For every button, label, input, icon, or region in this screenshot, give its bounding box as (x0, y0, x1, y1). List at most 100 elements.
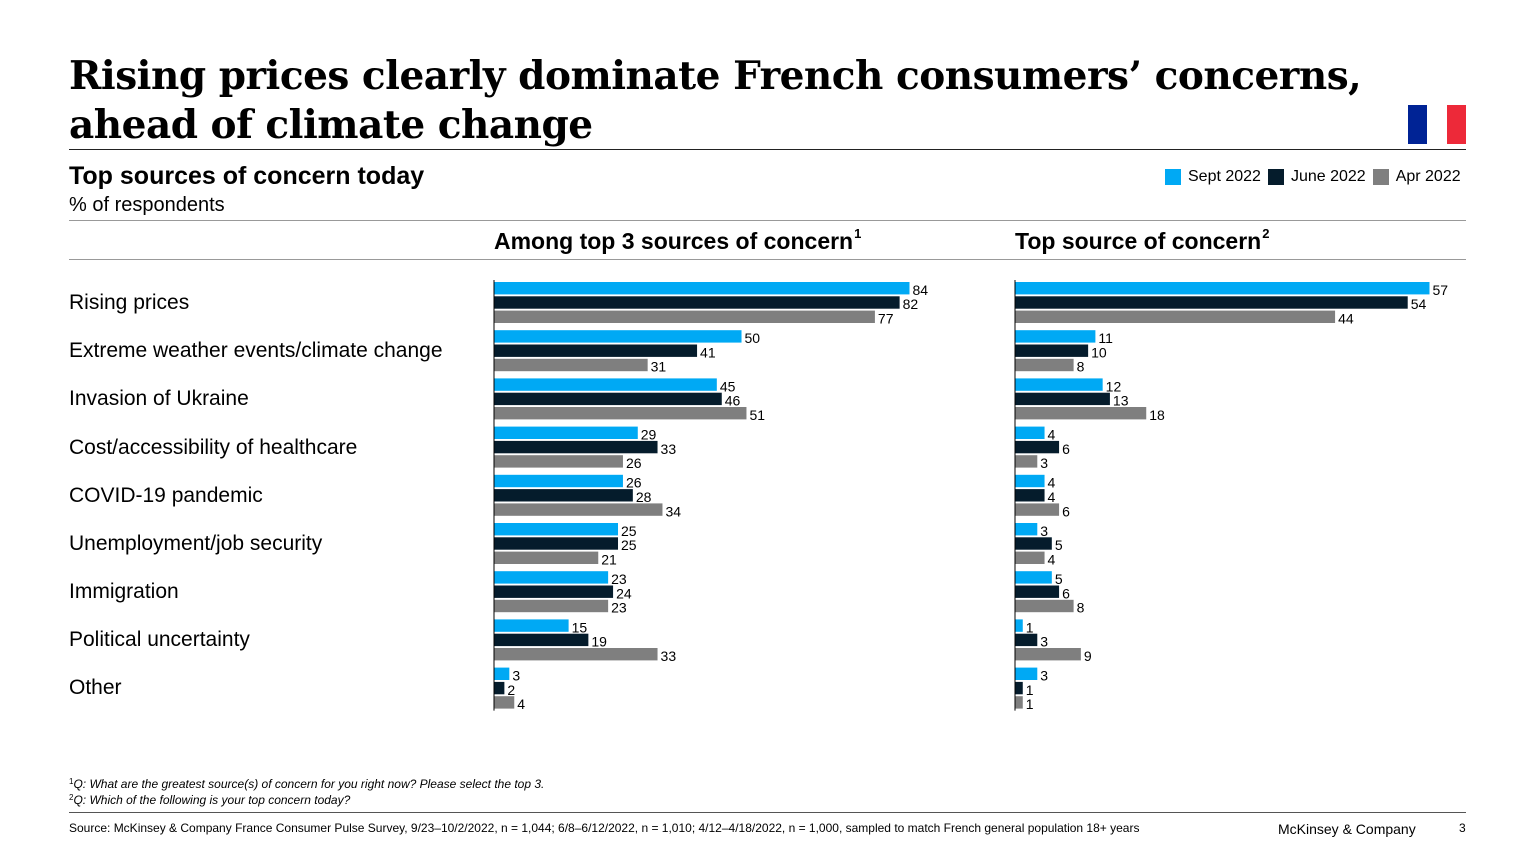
data-label: 50 (745, 330, 761, 346)
data-label: 84 (913, 282, 929, 298)
data-label: 8 (1077, 600, 1085, 616)
bar-top1-invasion-of-ukraine-june-2022 (1015, 392, 1110, 406)
legend-item-june-2022: June 2022 (1267, 168, 1366, 186)
data-label: 23 (611, 600, 627, 616)
bar-top3-unemployment-job-security-apr-2022 (494, 551, 599, 564)
data-label: 1 (1026, 682, 1034, 698)
bar-top3-extreme-weather-events-climate-change-sept-2022 (494, 330, 742, 343)
bar-top1-political-uncertainty-apr-2022 (1015, 648, 1081, 661)
data-label: 3 (1040, 668, 1048, 684)
data-label: 31 (651, 359, 667, 375)
data-label: 11 (1098, 330, 1113, 346)
bar-top1-rising-prices-june-2022 (1015, 296, 1408, 309)
category-label: Cost/accessibility of healthcare (69, 436, 358, 459)
bar-top1-other-apr-2022 (1015, 696, 1023, 709)
bar-top1-other-june-2022 (1015, 681, 1023, 695)
bar-top1-invasion-of-ukraine-sept-2022 (1015, 378, 1103, 391)
data-label: 26 (626, 475, 642, 491)
bar-top1-political-uncertainty-june-2022 (1015, 633, 1038, 647)
bar-top3-covid-19-pandemic-june-2022 (494, 489, 633, 502)
data-label: 9 (1084, 648, 1092, 664)
panel-title-top1: Top source of concern2 (1015, 226, 1269, 255)
bar-top1-covid-19-pandemic-apr-2022 (1015, 503, 1060, 516)
data-label: 54 (1411, 296, 1427, 312)
data-label: 77 (878, 311, 894, 327)
data-label: 4 (517, 696, 525, 712)
data-label: 45 (720, 378, 736, 394)
data-label: 1 (1026, 619, 1034, 635)
bar-top3-cost-accessibility-of-healthcare-sept-2022 (494, 426, 638, 439)
panel-title-top3-footnote-ref: 1 (854, 226, 862, 241)
source-note: Source: McKinsey & Company France Consum… (69, 821, 1140, 835)
data-label: 82 (903, 296, 919, 312)
data-label: 4 (1048, 427, 1056, 443)
page-title: Rising prices clearly dominate French co… (69, 53, 1362, 148)
category-label: Immigration (69, 580, 179, 603)
bar-top1-cost-accessibility-of-healthcare-june-2022 (1015, 440, 1060, 454)
data-label: 33 (661, 441, 677, 457)
bar-top1-immigration-june-2022 (1015, 585, 1060, 598)
legend: Sept 2022 June 2022 Apr 2022 (1165, 168, 1468, 186)
bar-top1-cost-accessibility-of-healthcare-sept-2022 (1015, 426, 1045, 439)
bar-top3-immigration-june-2022 (494, 585, 614, 598)
bar-top3-political-uncertainty-sept-2022 (494, 619, 569, 632)
data-label: 4 (1048, 552, 1056, 568)
data-label: 18 (1149, 407, 1165, 423)
panel-title-top3-text: Among top 3 sources of concern (494, 228, 854, 254)
bar-top1-rising-prices-apr-2022 (1015, 310, 1336, 323)
flag-stripe-blue (1408, 105, 1428, 144)
data-label: 25 (621, 537, 637, 553)
data-label: 10 (1091, 344, 1107, 360)
bar-top1-unemployment-job-security-sept-2022 (1015, 523, 1038, 536)
data-label: 33 (661, 648, 677, 664)
legend-item-apr-2022: Apr 2022 (1372, 168, 1461, 186)
data-label: 41 (700, 344, 716, 360)
bar-top3-rising-prices-apr-2022 (494, 310, 875, 323)
subtitle-divider (69, 220, 1466, 221)
bar-top3-invasion-of-ukraine-june-2022 (494, 392, 722, 406)
data-label: 24 (616, 585, 632, 601)
panel-title-top3: Among top 3 sources of concern1 (494, 226, 862, 255)
footnote-1-marker: 1 (69, 777, 74, 786)
bar-top3-other-sept-2022 (494, 667, 510, 680)
bar-top1-covid-19-pandemic-sept-2022 (1015, 474, 1045, 488)
data-label: 26 (626, 455, 642, 471)
bar-top3-invasion-of-ukraine-sept-2022 (494, 378, 717, 391)
france-flag-icon (1408, 105, 1466, 144)
bar-top1-political-uncertainty-sept-2022 (1015, 619, 1023, 632)
data-label: 44 (1338, 311, 1354, 327)
data-label: 4 (1048, 475, 1056, 491)
category-label: COVID-19 pandemic (69, 484, 263, 507)
category-label: Rising prices (69, 291, 190, 314)
bar-top3-immigration-sept-2022 (494, 571, 609, 584)
data-label: 5 (1055, 537, 1063, 553)
bar-top3-extreme-weather-events-climate-change-apr-2022 (494, 358, 648, 372)
chart-subtitle: Top sources of concern today (69, 162, 425, 190)
data-label: 5 (1055, 571, 1063, 587)
footnote-2-marker: 2 (69, 793, 74, 802)
data-label: 19 (591, 634, 607, 650)
brand-name: McKinsey & Company (1278, 821, 1416, 837)
data-label: 51 (749, 407, 765, 423)
category-label: Extreme weather events/climate change (69, 339, 443, 362)
data-label: 12 (1106, 378, 1122, 394)
bar-top3-cost-accessibility-of-healthcare-apr-2022 (494, 455, 623, 468)
bar-top1-extreme-weather-events-climate-change-sept-2022 (1015, 330, 1096, 343)
footnote-1-text: Q: What are the greatest source(s) of co… (73, 777, 545, 791)
footer-divider (69, 812, 1466, 813)
panel-title-top1-text: Top source of concern (1015, 228, 1262, 254)
bar-top1-unemployment-job-security-apr-2022 (1015, 551, 1045, 564)
bar-top1-immigration-sept-2022 (1015, 571, 1052, 584)
legend-item-sept-2022: Sept 2022 (1165, 168, 1261, 186)
bar-top3-covid-19-pandemic-sept-2022 (494, 474, 623, 488)
flag-stripe-red (1446, 105, 1466, 144)
data-label: 2 (507, 682, 515, 698)
bar-top1-extreme-weather-events-climate-change-june-2022 (1015, 344, 1089, 357)
chart-unit: % of respondents (69, 194, 225, 216)
data-label: 15 (572, 619, 588, 635)
bar-top3-political-uncertainty-apr-2022 (494, 648, 658, 661)
legend-label-sept-2022: Sept 2022 (1188, 168, 1261, 185)
data-label: 3 (1040, 523, 1048, 539)
legend-swatch-sept-2022 (1165, 169, 1181, 185)
